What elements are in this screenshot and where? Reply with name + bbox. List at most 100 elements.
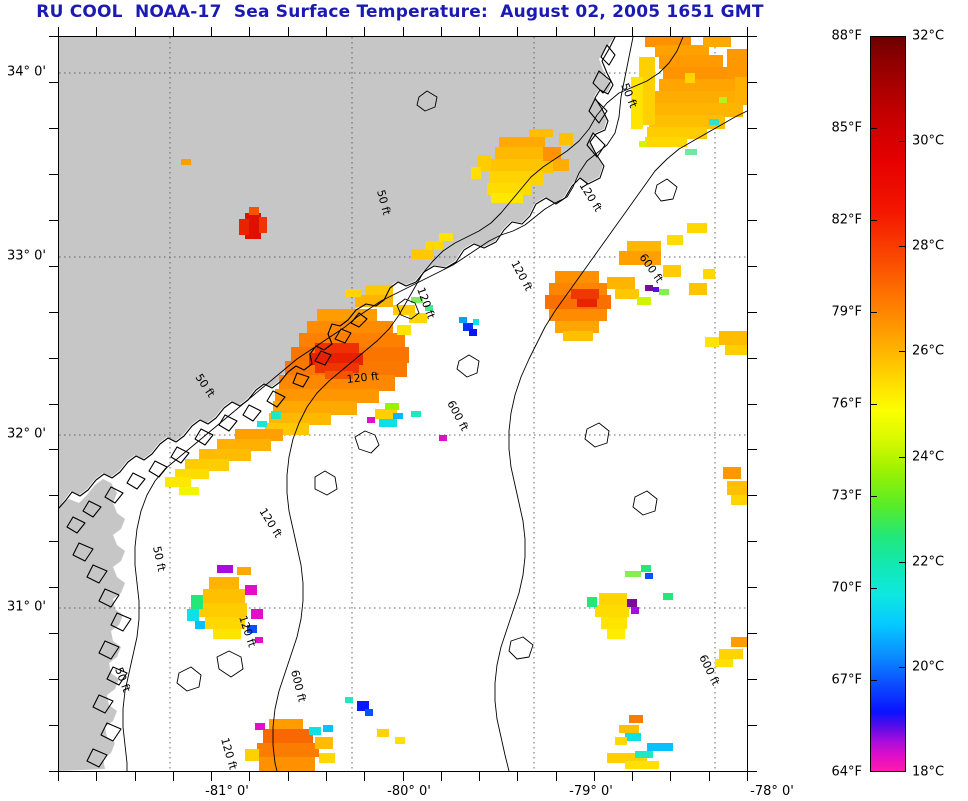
x-axis-tick [593,27,595,36]
y-axis-tick [49,587,58,589]
y-axis-tick [49,219,58,221]
y-axis-tick [748,449,757,451]
x-axis-tick [747,27,748,36]
x-axis-tick [287,27,289,36]
colorbar-label-fahrenheit: 88°F [831,28,862,44]
colorbar-tick-celsius [899,246,906,248]
x-axis-tick [58,27,59,36]
y-axis-tick [748,357,757,359]
y-axis-label: 34° 0' [6,64,46,80]
bathymetry-contours [122,37,747,771]
sst-map: 50 ft 120 ft 120 ft 120 ft 600 ft 50 ft … [58,36,748,772]
x-axis-tick [96,772,98,781]
x-axis-tick [172,27,174,36]
colorbar-label-celsius: 26°C [912,343,945,359]
x-axis-tick [249,27,251,36]
x-axis-tick [479,772,481,781]
y-axis-tick [748,173,757,175]
colorbar-label-fahrenheit: 73°F [831,488,862,504]
colorbar-label-celsius: 28°C [912,238,945,254]
colorbar-tick-celsius [899,561,906,563]
x-axis-tick [249,772,251,781]
y-axis-tick [49,449,58,451]
x-axis-tick [364,772,366,781]
y-axis-label: 31° 0' [6,599,46,615]
x-axis-tick [402,772,404,781]
land-mask-georgia [59,479,125,771]
contour-label-120ft: 120 ft [256,506,285,541]
y-axis-tick [748,495,757,497]
y-axis-tick [748,541,757,543]
x-axis-tick [325,27,327,36]
contour-label-120ft: 120 ft [218,736,240,771]
colorbar-label-fahrenheit: 70°F [831,580,862,596]
x-axis-tick [211,27,213,36]
colorbar-tick-fahrenheit [870,312,877,313]
x-axis-tick [134,772,136,781]
colorbar-tick-fahrenheit [870,588,877,589]
x-axis-tick [287,772,289,781]
colorbar-tick-celsius [899,351,906,353]
x-axis-tick [632,27,634,36]
y-axis-tick [49,495,58,497]
contour-label-120ft: 120 ft [346,370,380,386]
colorbar-tick-fahrenheit [870,680,877,681]
land-mask [59,37,614,507]
y-axis-tick [748,311,757,313]
y-axis-tick [49,311,58,313]
y-axis-tick [748,725,757,727]
colorbar-tick-fahrenheit [870,128,877,129]
y-axis-tick [748,587,757,589]
x-axis-tick [593,772,595,781]
y-axis-tick [748,403,757,405]
x-axis-label: -81° 0' [205,784,249,799]
colorbar-label-fahrenheit: 76°F [831,396,862,412]
map-graphics: 50 ft 120 ft 120 ft 120 ft 600 ft 50 ft … [59,37,747,771]
x-axis-tick [58,772,59,781]
y-axis-tick [49,541,58,543]
y-axis-tick [49,127,58,129]
y-axis-tick [748,771,757,772]
colorbar-label-celsius: 22°C [912,554,945,570]
contour-50ft [122,37,634,771]
colorbar-label-fahrenheit: 79°F [831,304,862,320]
contour-label-120ft: 120 ft [576,180,605,215]
contour-label-600ft: 600 ft [696,653,722,689]
y-axis-tick [49,173,58,175]
y-axis-tick [748,81,757,83]
y-axis-tick [748,219,757,221]
contour-600ft [494,110,747,771]
colorbar-label-celsius: 20°C [912,659,945,675]
contour-label-600ft: 600 ft [444,398,471,433]
x-axis-tick [517,772,519,781]
x-axis-label: -79° 0' [569,784,613,799]
y-axis-label: 32° 0' [6,426,46,442]
x-axis-tick [708,27,710,36]
contour-label-600ft: 600 ft [637,251,667,286]
contour-label-50ft: 50 ft [150,545,168,573]
y-axis-tick [49,81,58,83]
x-axis-tick [747,772,748,781]
x-axis-tick [325,772,327,781]
y-axis-tick [49,403,58,405]
y-axis-tick [49,725,58,727]
y-axis-tick [49,265,58,267]
y-axis-tick [49,357,58,359]
x-axis-tick [555,772,557,781]
y-axis-tick [748,679,757,681]
x-axis-tick [708,772,710,781]
sst-pixels [165,37,747,771]
colorbar-label-celsius: 30°C [912,133,945,149]
colorbar-label-fahrenheit: 67°F [831,672,862,688]
y-axis-tick [748,36,757,37]
y-axis-tick [49,771,58,772]
x-axis-tick [479,27,481,36]
y-axis-tick [748,265,757,267]
colorbar-label-fahrenheit: 82°F [831,212,862,228]
colorbar-label-celsius: 18°C [912,764,945,780]
y-axis-tick [748,633,757,635]
x-axis-tick [555,27,557,36]
contour-label-120ft: 120 ft [508,258,535,293]
x-axis-tick [402,27,404,36]
x-axis-tick [134,27,136,36]
